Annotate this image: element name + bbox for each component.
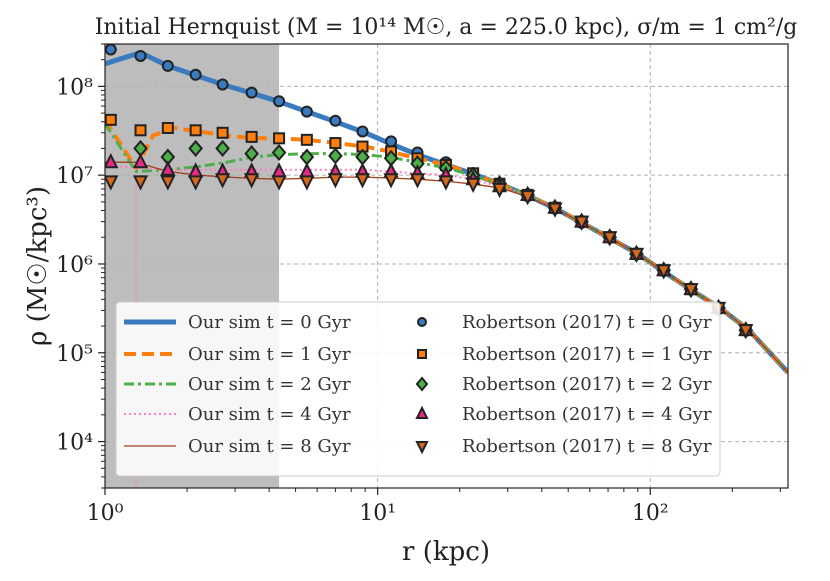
reference-point-t4: [271, 175, 287, 191]
y-axis-label: ρ (M☉/kpc³): [23, 186, 53, 346]
chart-title: Initial Hernquist (M = 10¹⁴ M☉, a = 225.…: [95, 15, 798, 40]
legend-box: [115, 301, 721, 477]
legend-marker-ref-t2: [415, 376, 429, 392]
reference-point-t3: [132, 152, 149, 169]
reference-point-t1: [245, 130, 258, 143]
x-tick-label: 10⁰: [87, 501, 124, 526]
x-tick-label: 10¹: [359, 501, 396, 526]
y-tick-label: 10⁶: [56, 253, 93, 278]
reference-point-t4: [438, 175, 454, 191]
legend-label-ref-t3: Robertson (2017) t = 4 Gyr: [462, 404, 712, 425]
reference-point-t1: [189, 124, 202, 137]
reference-point-t4: [160, 175, 176, 191]
legend-marker-ref-t0: [417, 317, 427, 327]
reference-point-t1: [105, 113, 117, 126]
legend-label-sim-t4: Our sim t = 8 Gyr: [188, 436, 351, 457]
legend-label-ref-t2: Robertson (2017) t = 2 Gyr: [462, 374, 712, 395]
reference-point-t4: [738, 324, 754, 340]
reference-point-t4: [409, 173, 426, 189]
reference-point-t4: [520, 190, 536, 206]
reference-point-t1: [300, 133, 313, 146]
y-tick-label: 10⁷: [56, 164, 93, 189]
reference-point-t4: [383, 173, 399, 189]
y-tick-label: 10⁴: [56, 431, 93, 456]
reference-point-t4: [574, 215, 590, 231]
reference-point-t0: [189, 68, 202, 81]
legend-label-ref-t4: Robertson (2017) t = 8 Gyr: [462, 436, 712, 457]
reference-point-t0: [105, 44, 117, 56]
reference-point-t1: [329, 137, 342, 150]
legend-label-sim-t2: Our sim t = 2 Gyr: [188, 374, 351, 395]
reference-point-t4: [132, 175, 149, 191]
reference-point-t2: [244, 145, 259, 163]
y-tick-label: 10⁵: [56, 342, 93, 367]
reference-point-t3: [105, 152, 119, 169]
reference-point-t3: [160, 160, 176, 176]
legend: Our sim t = 0 Gyr Our sim t = 1 Gyr Our si…: [115, 301, 721, 477]
y-tick-label: 10⁸: [56, 75, 93, 100]
reference-point-t0: [273, 95, 286, 108]
reference-point-t4: [683, 283, 699, 299]
reference-point-t2: [215, 139, 230, 157]
reference-point-t1: [216, 126, 229, 139]
reference-point-t0: [356, 125, 369, 138]
legend-label-sim-t0: Our sim t = 0 Gyr: [188, 312, 351, 333]
reference-point-t4: [188, 175, 204, 191]
reference-point-t4: [244, 173, 260, 189]
reference-point-t0: [245, 86, 258, 99]
reference-point-t4: [628, 247, 645, 264]
reference-point-t2: [328, 147, 343, 165]
reference-point-t2: [188, 139, 203, 157]
reference-point-t1: [134, 124, 147, 137]
axes-frame: [104, 43, 789, 489]
reference-point-t4: [602, 231, 618, 247]
reference-point-t4: [299, 175, 315, 191]
reference-point-t4: [214, 173, 231, 189]
reference-point-t4: [354, 173, 371, 189]
x-axis-label: r (kpc): [402, 537, 490, 567]
reference-point-t4: [465, 177, 481, 194]
legend-marker-ref-t4: [415, 441, 429, 455]
legend-label-sim-t1: Our sim t = 1 Gyr: [188, 344, 351, 365]
reference-point-t1: [273, 132, 286, 145]
reference-point-t4: [491, 182, 508, 199]
reference-point-t0: [216, 78, 229, 91]
reference-point-t2: [271, 143, 287, 162]
reference-point-t0: [329, 114, 342, 127]
reference-point-t4: [105, 175, 119, 191]
reference-point-t0: [134, 49, 147, 62]
reference-point-t0: [385, 135, 398, 148]
legend-marker-ref-t3: [415, 405, 429, 419]
reference-point-t0: [300, 105, 313, 118]
reference-point-t4: [547, 202, 563, 218]
reference-point-t4: [656, 264, 672, 280]
x-tick-label: 10²: [632, 501, 669, 526]
sim-series-line-t1: [105, 118, 788, 374]
reference-point-t0: [161, 59, 174, 72]
legend-label-ref-t0: Robertson (2017) t = 0 Gyr: [462, 312, 712, 333]
legend-label-sim-t3: Our sim t = 4 Gyr: [188, 404, 351, 425]
reference-point-t4: [327, 173, 344, 189]
reference-point-t1: [161, 121, 174, 134]
legend-label-ref-t1: Robertson (2017) t = 1 Gyr: [462, 344, 712, 365]
legend-marker-ref-t1: [417, 349, 427, 359]
